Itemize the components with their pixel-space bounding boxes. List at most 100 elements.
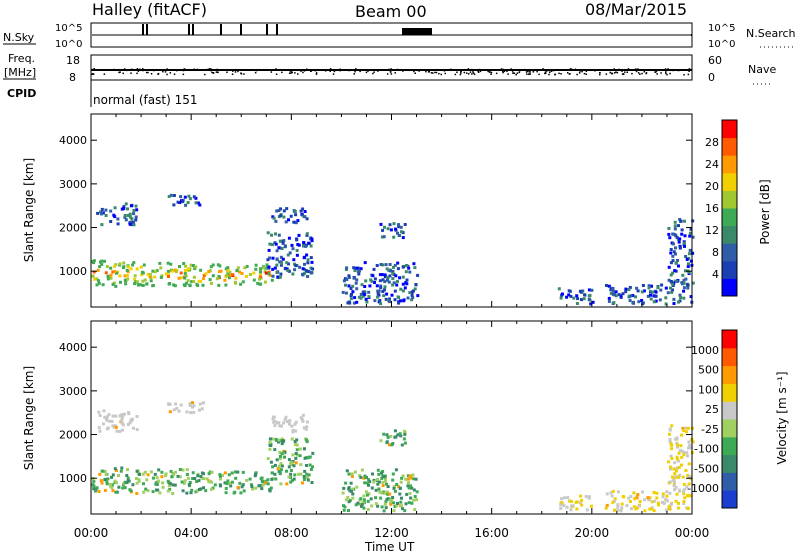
range-cell xyxy=(311,451,315,455)
range-cell xyxy=(235,269,239,272)
power-colorbar-swatch xyxy=(722,137,737,156)
range-cell xyxy=(161,485,165,489)
range-cell xyxy=(366,481,369,485)
range-cell xyxy=(667,232,671,236)
range-cell xyxy=(114,469,118,472)
range-cell xyxy=(567,289,571,293)
range-cell xyxy=(410,486,414,490)
velocity-colorbar-tick-label: 100 xyxy=(698,383,719,396)
time-axis-ticks: 00:00 04:00 08:00 12:00 16:00 20:00 00:00 xyxy=(74,526,710,540)
range-cell xyxy=(197,279,201,283)
nave-point xyxy=(637,72,640,74)
range-cell xyxy=(288,251,292,255)
range-cell xyxy=(680,463,683,467)
range-cell xyxy=(273,448,277,452)
range-cell xyxy=(678,473,682,477)
range-cell xyxy=(103,478,107,481)
range-cell xyxy=(100,263,104,266)
range-cell xyxy=(376,468,380,472)
nave-point xyxy=(103,73,106,75)
range-cell xyxy=(109,484,113,488)
range-cell xyxy=(277,233,281,237)
nave-point xyxy=(240,73,243,75)
nave-point xyxy=(339,68,341,70)
range-cell xyxy=(226,266,230,270)
range-cell xyxy=(109,483,112,486)
range-cell xyxy=(183,479,187,483)
power-colorbar-swatch xyxy=(722,260,737,279)
range-cell xyxy=(192,410,196,414)
range-cell xyxy=(261,480,265,484)
range-cell xyxy=(374,488,378,492)
range-cell xyxy=(103,469,107,473)
range-cell xyxy=(351,487,355,491)
velocity-colorbar-tick-label: -100 xyxy=(694,443,719,456)
range-cell xyxy=(381,290,385,293)
nave-point xyxy=(91,68,94,71)
range-cell xyxy=(385,275,389,279)
range-cell xyxy=(359,267,363,271)
range-cell xyxy=(124,218,128,222)
range-cell xyxy=(282,239,286,243)
range-cell xyxy=(350,472,354,476)
range-cell xyxy=(192,404,196,408)
range-cell xyxy=(687,462,691,466)
range-cell xyxy=(352,266,356,270)
nave-point xyxy=(542,68,544,71)
range-cell xyxy=(200,407,204,411)
range-cell xyxy=(389,228,393,232)
range-cell xyxy=(671,271,675,275)
range-cell xyxy=(279,255,283,259)
range-cell xyxy=(135,469,139,473)
range-cell xyxy=(619,294,623,298)
range-cell xyxy=(637,300,641,304)
nave-point xyxy=(119,71,121,73)
range-cell xyxy=(166,269,170,273)
range-cell xyxy=(293,440,297,443)
range-cell xyxy=(359,497,363,501)
range-cell xyxy=(664,286,668,290)
range-cell xyxy=(401,265,405,269)
range-cell xyxy=(591,300,595,304)
range-cell xyxy=(101,469,105,473)
range-cell xyxy=(351,492,355,496)
range-cell xyxy=(673,269,677,273)
range-cell xyxy=(691,235,695,239)
nave-point xyxy=(145,71,148,74)
range-cell xyxy=(211,263,215,267)
range-cell xyxy=(219,269,223,273)
range-cell xyxy=(119,469,123,473)
range-cell xyxy=(91,260,95,263)
range-cell xyxy=(385,497,389,501)
range-cell xyxy=(106,274,110,278)
range-cell xyxy=(176,474,180,478)
nave-point xyxy=(444,72,446,75)
range-cell xyxy=(302,241,306,244)
nave-point xyxy=(391,69,393,71)
range-cell xyxy=(576,297,580,301)
range-cell xyxy=(198,408,201,412)
nave-point xyxy=(428,71,430,73)
range-cell xyxy=(388,274,392,278)
range-cell xyxy=(174,270,178,274)
range-cell xyxy=(372,267,376,271)
range-cell xyxy=(362,498,366,502)
range-cell xyxy=(295,238,299,242)
range-cell xyxy=(305,440,309,444)
velocity-colorbar-swatch xyxy=(722,436,737,456)
range-cell xyxy=(679,444,683,448)
range-cell xyxy=(239,491,243,495)
range-cell xyxy=(241,470,245,474)
range-cell xyxy=(641,490,645,494)
range-cell xyxy=(274,242,278,246)
range-cell xyxy=(134,218,138,222)
nsearch-label: N.Search xyxy=(746,27,796,40)
range-cell xyxy=(341,491,345,495)
range-cell xyxy=(123,215,127,219)
range-cell xyxy=(166,479,170,483)
range-cell xyxy=(682,492,686,496)
range-cell xyxy=(681,273,685,277)
range-cell xyxy=(391,496,395,499)
nsky-spike xyxy=(192,24,194,35)
